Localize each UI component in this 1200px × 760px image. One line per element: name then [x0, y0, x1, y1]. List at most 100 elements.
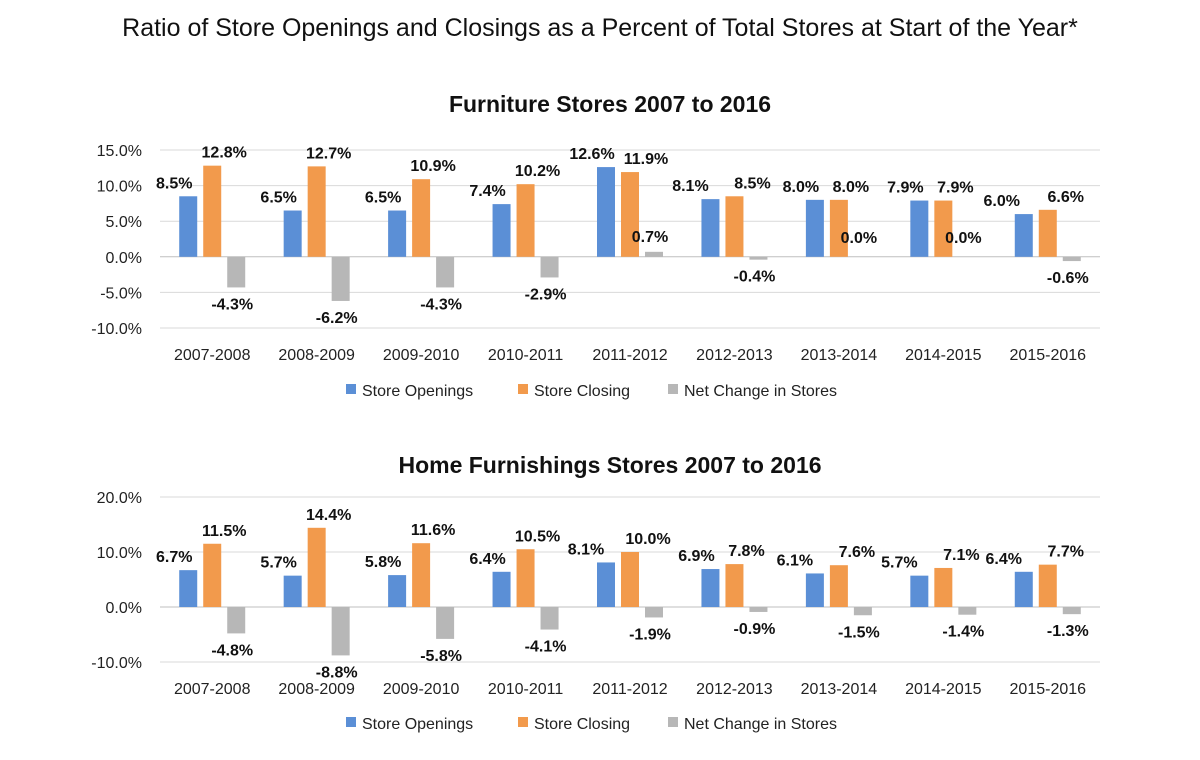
x-tick-label: 2011-2012 [592, 347, 667, 364]
legend-label: Store Closing [534, 383, 630, 400]
bar-net-change-in-stores [1062, 607, 1081, 615]
data-label: 6.9% [678, 548, 714, 565]
data-label: 6.7% [156, 549, 192, 566]
bar-store-closing [307, 527, 326, 607]
data-label: 0.0% [841, 230, 877, 247]
bar-store-openings [179, 196, 198, 257]
x-tick-label: 2009-2010 [383, 681, 460, 698]
bar-store-openings [388, 575, 407, 607]
bar-store-openings [701, 569, 720, 607]
bar-net-change-in-stores [227, 256, 246, 288]
chart-title: Furniture Stores 2007 to 2016 [449, 91, 771, 117]
x-tick-label: 2011-2012 [592, 681, 667, 698]
bar-net-change-in-stores [749, 607, 768, 612]
x-tick-label: 2012-2013 [696, 347, 773, 364]
data-label: 7.4% [469, 183, 505, 200]
bar-store-closing [621, 552, 639, 607]
x-tick-label: 2008-2009 [278, 681, 355, 698]
x-tick-label: 2007-2008 [174, 681, 251, 698]
bar-net-change-in-stores [1062, 256, 1081, 262]
data-label: 7.8% [728, 543, 764, 560]
data-label: 6.6% [1048, 189, 1084, 206]
bar-store-openings [910, 575, 929, 607]
data-label: 5.7% [260, 555, 296, 572]
y-tick-label: 10.0% [97, 545, 142, 562]
bar-store-closing [829, 199, 848, 257]
data-label: 14.4% [306, 507, 351, 524]
data-label: 10.0% [625, 531, 670, 548]
x-tick-label: 2010-2011 [488, 681, 563, 698]
x-tick-label: 2012-2013 [696, 681, 773, 698]
data-label: 5.7% [881, 555, 917, 572]
bar-net-change-in-stores [227, 607, 246, 634]
bar-store-openings [1014, 214, 1033, 257]
data-label: 7.9% [937, 180, 973, 197]
data-label: -0.9% [734, 621, 776, 638]
bar-store-closing [829, 565, 848, 607]
data-label: 10.2% [515, 163, 560, 180]
x-tick-label: 2008-2009 [278, 347, 355, 364]
bar-net-change-in-stores [436, 256, 455, 288]
y-tick-label: -10.0% [91, 655, 142, 672]
legend-swatch [518, 717, 528, 727]
data-label: 10.5% [515, 528, 560, 545]
bar-store-closing [934, 567, 953, 607]
y-tick-label: 10.0% [97, 179, 142, 196]
data-label: -5.8% [420, 648, 462, 665]
bar-store-openings [388, 210, 407, 257]
data-label: -8.8% [316, 664, 358, 681]
data-label: -1.4% [942, 624, 984, 641]
y-tick-label: -10.0% [91, 321, 142, 338]
data-label: 6.5% [365, 190, 401, 207]
data-label: 11.9% [624, 151, 668, 168]
chart-1: Furniture Stores 2007 to 2016 15.0% 10.0% 5… [91, 91, 1100, 400]
x-tick-label: 2013-2014 [801, 347, 878, 364]
legend-swatch [346, 717, 356, 727]
data-label: 7.1% [943, 547, 979, 564]
legend-swatch [668, 717, 678, 727]
bar-store-openings [492, 571, 511, 607]
x-tick-label: 2014-2015 [905, 681, 982, 698]
data-label: 11.5% [202, 523, 246, 540]
bar-net-change-in-stores [645, 251, 663, 257]
bar-store-closing [203, 165, 222, 257]
data-label: 10.9% [410, 158, 455, 175]
data-label: 8.1% [568, 541, 604, 558]
data-label: 7.6% [839, 544, 875, 561]
bar-net-change-in-stores [331, 607, 350, 656]
legend-label: Store Openings [362, 716, 473, 733]
chart-2: Home Furnishings Stores 2007 to 2016 20.0… [91, 452, 1100, 733]
bar-store-openings [1014, 571, 1033, 607]
bar-store-openings [283, 210, 302, 257]
data-label: 12.7% [306, 145, 351, 162]
x-tick-label: 2009-2010 [383, 347, 460, 364]
x-tick-label: 2015-2016 [1010, 347, 1087, 364]
bar-store-closing [412, 179, 431, 257]
x-tick-label: 2015-2016 [1010, 681, 1087, 698]
bar-store-openings [597, 167, 615, 257]
y-tick-label: 20.0% [97, 490, 142, 507]
bar-net-change-in-stores [540, 256, 559, 278]
data-label: 6.1% [777, 552, 813, 569]
data-label: 6.4% [986, 551, 1022, 568]
y-tick-label: 0.0% [106, 250, 142, 267]
bar-store-closing [307, 166, 326, 257]
x-tick-label: 2014-2015 [905, 347, 982, 364]
bar-store-openings [805, 199, 824, 257]
x-tick-label: 2013-2014 [801, 681, 878, 698]
bar-store-closing [725, 196, 744, 257]
page-title: Ratio of Store Openings and Closings as … [122, 14, 1078, 42]
data-label: 12.8% [202, 145, 247, 162]
bar-store-closing [621, 172, 639, 257]
data-label: 12.6% [569, 146, 614, 163]
data-label: 8.0% [783, 179, 819, 196]
data-label: -0.4% [734, 269, 776, 286]
data-label: -4.8% [211, 642, 253, 659]
legend-label: Store Closing [534, 716, 630, 733]
chart-title: Home Furnishings Stores 2007 to 2016 [398, 452, 821, 478]
legend-swatch [668, 384, 678, 394]
data-label: 7.9% [887, 180, 923, 197]
bar-net-change-in-stores [749, 256, 768, 260]
data-label: -6.2% [316, 310, 358, 327]
